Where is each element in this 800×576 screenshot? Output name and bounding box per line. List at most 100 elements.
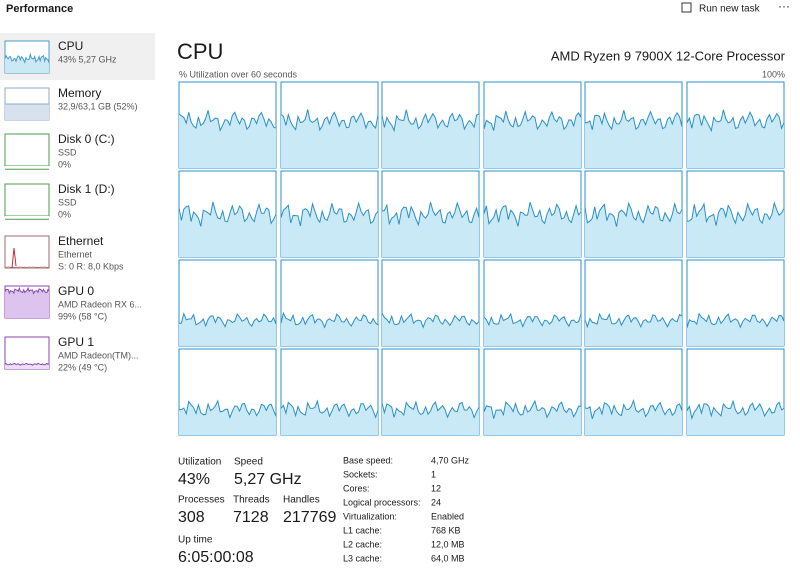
graph-area bbox=[484, 202, 581, 257]
sidebar-item-name[interactable]: Ethernet bbox=[58, 234, 104, 248]
graph-area bbox=[585, 314, 682, 346]
graph-area bbox=[484, 401, 581, 435]
run-task-button[interactable]: Run new task bbox=[699, 4, 761, 15]
stat-label: Up time bbox=[178, 535, 213, 546]
sidebar-item-detail: AMD Radeon(TM)... bbox=[58, 350, 139, 360]
graph-area bbox=[687, 109, 784, 168]
graph-max: 100% bbox=[762, 69, 785, 79]
graph-line bbox=[686, 109, 785, 133]
graph-line bbox=[686, 312, 785, 329]
graph-line bbox=[483, 399, 582, 419]
graph-area bbox=[484, 111, 581, 168]
graph-area bbox=[5, 288, 49, 318]
sidebar-item-detail: SSD bbox=[58, 147, 77, 157]
sidebar-item-name[interactable]: Disk 1 (D:) bbox=[58, 182, 115, 196]
sidebar-item-name[interactable]: GPU 1 bbox=[58, 335, 94, 349]
graph-area bbox=[179, 202, 276, 257]
stat-label: Utilization bbox=[178, 457, 221, 468]
graph-area bbox=[585, 110, 682, 168]
graph-line bbox=[4, 52, 50, 64]
stat-value: 43% bbox=[178, 471, 210, 488]
stat-value: 7128 bbox=[233, 509, 269, 526]
graph-line bbox=[381, 312, 480, 329]
detail-label: L3 cache: bbox=[343, 553, 382, 563]
sidebar-item-name[interactable]: Memory bbox=[58, 86, 101, 100]
sidebar-item-detail: 99% (58 °C) bbox=[58, 311, 107, 321]
detail-label: Sockets: bbox=[343, 469, 378, 479]
graph-area bbox=[5, 216, 49, 220]
stat-value: 217769 bbox=[283, 509, 336, 526]
ethernet-spike bbox=[11, 247, 17, 269]
sidebar-item-detail: 0% bbox=[58, 159, 71, 169]
stat-value: 6:05:00:08 bbox=[178, 549, 254, 566]
graph-area bbox=[5, 54, 49, 73]
graph-frame bbox=[4, 133, 50, 167]
detail-value: 1 bbox=[431, 469, 436, 479]
graph-area bbox=[585, 400, 682, 435]
graph-line bbox=[178, 311, 277, 328]
graph-line bbox=[483, 109, 582, 131]
graph-area bbox=[484, 313, 581, 346]
graph-label: % Utilization over 60 seconds bbox=[179, 69, 298, 79]
graph-frame bbox=[4, 183, 50, 217]
sidebar-item-detail: 0% bbox=[58, 209, 71, 219]
graph-area bbox=[585, 203, 682, 257]
graph-line bbox=[381, 400, 480, 419]
stat-label: Threads bbox=[233, 495, 270, 506]
graph-area bbox=[687, 401, 784, 435]
graph-area bbox=[382, 402, 479, 435]
graph-line bbox=[381, 201, 480, 227]
detail-label: L2 cache: bbox=[343, 539, 382, 549]
stat-label: Processes bbox=[178, 495, 225, 506]
sidebar-item-detail: 43% 5,27 GHz bbox=[58, 54, 117, 64]
detail-value: 768 KB bbox=[431, 525, 461, 535]
detail-label: Cores: bbox=[343, 483, 370, 493]
detail-label: Virtualization: bbox=[343, 511, 397, 521]
sidebar-item-name[interactable]: Disk 0 (C:) bbox=[58, 132, 115, 146]
graph-line bbox=[4, 362, 50, 366]
sidebar-item-name[interactable]: CPU bbox=[58, 39, 83, 53]
graph-line bbox=[178, 399, 277, 420]
graph-area bbox=[687, 313, 784, 346]
graph-line bbox=[483, 201, 582, 227]
graph-line bbox=[584, 110, 683, 131]
graph-line bbox=[584, 201, 683, 227]
graph-line bbox=[280, 201, 379, 227]
run-task-icon bbox=[681, 2, 692, 13]
graph-area bbox=[382, 202, 479, 257]
detail-value: 64,0 MB bbox=[431, 553, 465, 563]
graph-line bbox=[381, 109, 480, 133]
graph-line bbox=[4, 286, 50, 295]
detail-value: Enabled bbox=[431, 511, 464, 521]
graph-line bbox=[280, 311, 379, 329]
graph-line bbox=[178, 201, 277, 227]
graph-area bbox=[382, 313, 479, 346]
graph-area bbox=[179, 313, 276, 346]
processor: AMD Ryzen 9 7900X 12-Core Processor bbox=[551, 48, 786, 63]
graph-area bbox=[281, 109, 378, 168]
graph-line bbox=[584, 312, 683, 329]
graph-frame bbox=[4, 235, 50, 269]
graph-line bbox=[584, 398, 683, 420]
graph-area bbox=[687, 203, 784, 257]
detail-label: Logical processors: bbox=[343, 497, 421, 507]
stat-label: Handles bbox=[283, 495, 320, 506]
graph-area bbox=[5, 104, 49, 120]
stat-label: Speed bbox=[234, 457, 263, 468]
sidebar-item-detail: 22% (49 °C) bbox=[58, 362, 107, 372]
more-button[interactable]: ··· bbox=[778, 0, 790, 13]
graph-line bbox=[280, 399, 379, 419]
graph-line bbox=[178, 110, 277, 132]
sidebar-item-detail: 32,9/63,1 GB (52%) bbox=[58, 101, 138, 111]
main-title: CPU bbox=[177, 39, 223, 64]
graph-area bbox=[5, 166, 49, 170]
graph-area bbox=[382, 109, 479, 168]
sidebar-item-name[interactable]: GPU 0 bbox=[58, 284, 94, 298]
stat-value: 308 bbox=[178, 509, 205, 526]
detail-value: 4,70 GHz bbox=[431, 455, 470, 465]
sidebar-item-detail: S: 0 R: 8,0 Kbps bbox=[58, 261, 124, 271]
detail-value: 12 bbox=[431, 483, 441, 493]
graph-area bbox=[281, 203, 378, 257]
graph-area bbox=[179, 110, 276, 168]
